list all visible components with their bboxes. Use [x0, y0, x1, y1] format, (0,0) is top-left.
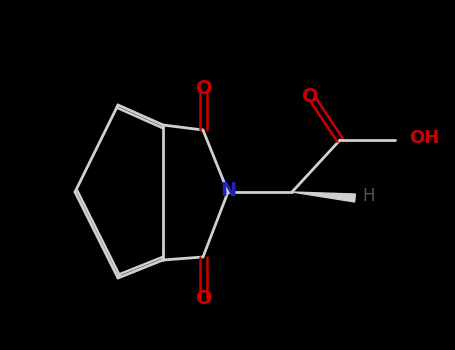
- Text: OH: OH: [409, 129, 439, 147]
- Text: O: O: [196, 289, 212, 308]
- Text: O: O: [302, 86, 318, 105]
- Text: N: N: [220, 181, 236, 199]
- Text: O: O: [196, 79, 212, 98]
- Polygon shape: [292, 192, 355, 202]
- Text: H: H: [363, 187, 375, 205]
